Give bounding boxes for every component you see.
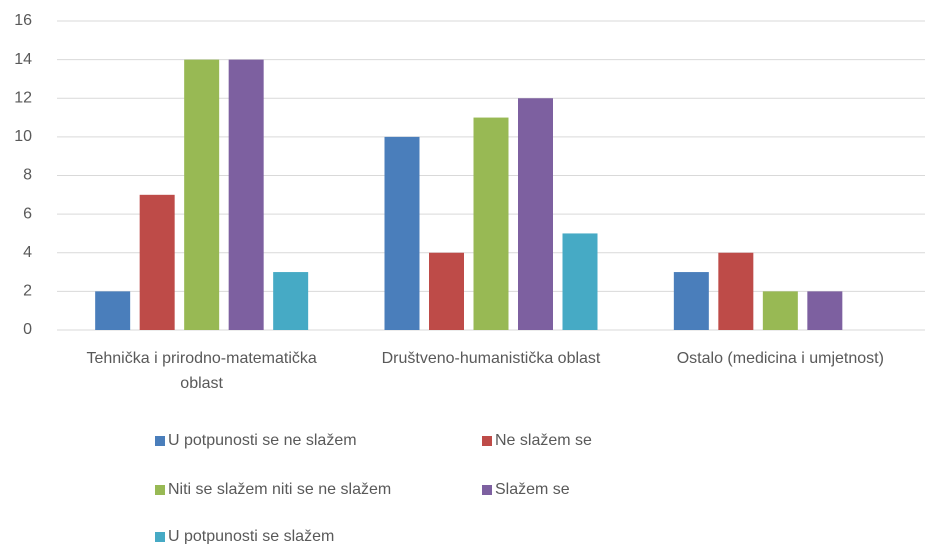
bar <box>429 252 464 330</box>
x-tick-label: Ostalo (medicina i umjetnost) <box>676 350 884 367</box>
bar <box>762 291 798 330</box>
x-tick-label: Društveno-humanistička oblast <box>381 350 601 367</box>
legend-swatch <box>155 532 165 542</box>
bar <box>95 291 131 330</box>
legend-swatch <box>155 436 165 446</box>
legend-swatch <box>482 436 492 446</box>
bar <box>807 291 843 330</box>
legend-swatch <box>155 485 165 495</box>
legend-label: Ne slažem se <box>495 432 592 449</box>
y-tick-label: 14 <box>14 51 32 68</box>
bar <box>228 59 264 330</box>
bar <box>518 98 553 330</box>
bar <box>562 233 598 330</box>
y-tick-label: 8 <box>23 167 32 184</box>
bar <box>273 272 309 330</box>
y-tick-label: 10 <box>14 128 32 145</box>
bar <box>673 272 709 330</box>
bar <box>473 117 509 330</box>
legend-label: Niti se slažem niti se ne slažem <box>168 481 391 498</box>
legend-label: Slažem se <box>495 481 570 498</box>
bar <box>139 194 175 330</box>
bar <box>718 252 754 330</box>
y-tick-label: 16 <box>14 12 32 29</box>
legend-swatch <box>482 485 492 495</box>
x-tick-label: Tehnička i prirodno-matematička oblast <box>86 350 317 392</box>
legend-label: U potpunosti se slažem <box>168 528 334 544</box>
bar <box>384 136 420 330</box>
y-tick-label: 0 <box>23 321 32 338</box>
y-tick-label: 4 <box>23 244 32 261</box>
y-tick-label: 6 <box>23 205 32 222</box>
bar <box>184 59 220 330</box>
y-tick-label: 12 <box>14 89 32 106</box>
y-tick-label: 2 <box>23 283 32 300</box>
legend-label: U potpunosti se ne slažem <box>168 432 357 449</box>
